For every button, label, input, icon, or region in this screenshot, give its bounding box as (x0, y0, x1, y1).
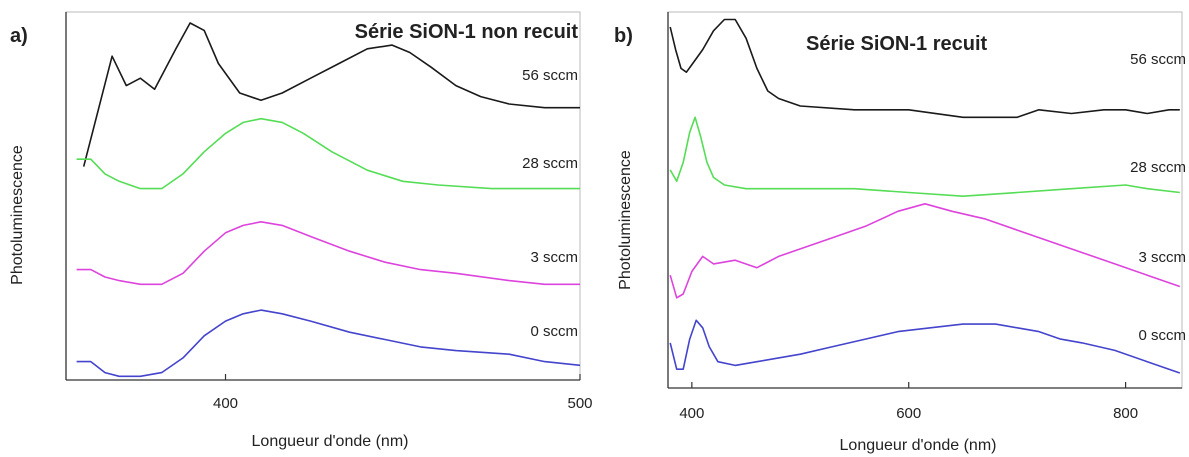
series-line-0-sccm (76, 309, 581, 378)
series-line-3-sccm (669, 203, 1181, 299)
series-label: 3 sccm (1138, 249, 1186, 266)
x-tick-label: 800 (1113, 405, 1138, 422)
panel-a-curves (76, 22, 581, 378)
series-line-56-sccm (82, 22, 580, 167)
panel-b-series-labels: 56 sccm 28 sccm 3 sccm 0 sccm (1130, 51, 1186, 344)
x-tick-label: 500 (567, 395, 592, 412)
series-label: 0 sccm (1138, 327, 1186, 344)
x-tick-label: 400 (213, 395, 238, 412)
series-label: 28 sccm (1130, 159, 1186, 176)
panel-b-x-ticks: 400 600 800 (679, 382, 1138, 422)
panel-b-curves (669, 18, 1181, 374)
panel-b-title: Série SiON-1 recuit (806, 33, 988, 55)
panel-a-letter: a) (10, 25, 28, 47)
series-line-28-sccm (76, 117, 580, 190)
series-label: 56 sccm (522, 67, 578, 84)
panel-b-frame (667, 11, 1183, 389)
x-tick-label: 400 (679, 405, 704, 422)
panel-b-ylabel: Photoluminescence (617, 150, 634, 290)
panel-b: b) Série SiON-1 recuit Photoluminescence… (614, 11, 1186, 454)
panel-a-xlabel: Longueur d'onde (nm) (252, 433, 409, 450)
series-label: 28 sccm (522, 155, 578, 172)
panel-a-x-ticks: 400 500 (213, 374, 593, 412)
panel-a: a) Série SiON-1 non recuit Photoluminesc… (9, 11, 593, 450)
panel-a-title: Série SiON-1 non recuit (355, 21, 579, 43)
series-label: 3 sccm (530, 249, 578, 266)
panel-b-letter: b) (614, 25, 633, 47)
series-line-0-sccm (669, 319, 1181, 374)
panel-a-ylabel: Photoluminescence (9, 145, 26, 285)
x-tick-label: 600 (896, 405, 921, 422)
panel-b-xlabel: Longueur d'onde (nm) (840, 437, 997, 454)
series-label: 56 sccm (1130, 51, 1186, 68)
series-line-28-sccm (669, 116, 1180, 197)
series-label: 0 sccm (530, 323, 578, 340)
panel-a-series-labels: 56 sccm 28 sccm 3 sccm 0 sccm (522, 67, 578, 340)
series-line-3-sccm (76, 221, 580, 286)
series-line-56-sccm (669, 18, 1180, 119)
